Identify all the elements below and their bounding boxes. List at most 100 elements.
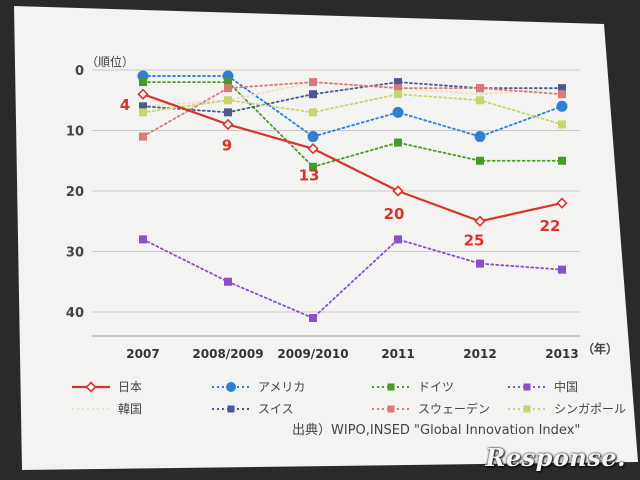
x-tick-label: 2007	[126, 347, 159, 361]
data-label: 25	[464, 231, 485, 249]
data-point	[387, 405, 395, 413]
data-point	[558, 156, 566, 165]
data-point	[394, 78, 402, 87]
series-line	[142, 81, 563, 114]
data-point	[307, 143, 319, 155]
data-point	[226, 382, 236, 392]
source-note: 出典）WIPO,INSED "Global Innovation Index"	[292, 423, 580, 438]
data-point	[394, 90, 402, 99]
data-point	[139, 108, 147, 117]
data-point	[85, 381, 97, 393]
legend-label: スイス	[258, 402, 294, 416]
data-point	[558, 90, 566, 99]
data-point	[392, 185, 404, 197]
y-tick-label: 40	[66, 306, 84, 321]
data-point	[556, 100, 568, 112]
legend-item: シンガポール	[508, 402, 626, 416]
data-point	[309, 78, 317, 87]
series-3	[139, 235, 566, 323]
legend-item: 日本	[72, 380, 142, 394]
legend-label: ドイツ	[418, 380, 454, 394]
data-point	[476, 259, 484, 268]
legend-label: 中国	[554, 379, 578, 394]
data-point	[224, 84, 232, 93]
legend-label: スウェーデン	[418, 401, 490, 416]
data-point	[224, 96, 232, 105]
legend-item: 中国	[508, 379, 578, 394]
data-point	[394, 138, 402, 147]
data-point	[309, 314, 317, 323]
data-label: 4	[120, 96, 130, 114]
data-point	[139, 132, 147, 141]
data-point	[556, 197, 568, 209]
data-point	[309, 162, 317, 171]
data-point	[394, 235, 402, 244]
data-point	[523, 383, 531, 391]
legend-item: アメリカ	[212, 380, 305, 394]
data-label: 13	[299, 167, 320, 185]
x-axis-unit: （年）	[582, 341, 618, 356]
data-point	[558, 84, 566, 93]
data-point	[139, 102, 147, 111]
series-line	[142, 81, 563, 138]
x-tick-label: 2009/2010	[277, 347, 348, 361]
legend-item: スイス	[212, 402, 294, 416]
data-point	[474, 131, 486, 143]
data-labels: 4 9 13 20 25 22	[120, 96, 561, 249]
legend-item: スウェーデン	[372, 401, 490, 416]
data-point	[227, 405, 235, 413]
data-point	[558, 120, 566, 129]
series-line	[142, 75, 563, 138]
series-line	[142, 93, 563, 126]
y-tick-label: 0	[75, 64, 84, 79]
data-point	[224, 78, 232, 87]
data-label: 22	[540, 217, 561, 235]
legend-label: アメリカ	[258, 380, 305, 394]
data-label: 9	[222, 136, 232, 154]
data-point	[523, 405, 531, 413]
data-point	[309, 108, 317, 117]
data-point	[222, 118, 234, 131]
data-point	[307, 131, 319, 143]
series-1	[137, 70, 568, 143]
x-tick-label: 2012	[463, 347, 496, 361]
data-point	[387, 383, 395, 391]
y-tick-label: 20	[66, 185, 84, 200]
x-tick-label: 2011	[381, 347, 414, 361]
y-tick-label: 10	[66, 125, 84, 140]
series-7	[139, 90, 566, 129]
x-tick-label: 2013	[545, 347, 578, 361]
series-0	[137, 88, 568, 227]
y-axis-label: （順位）	[86, 54, 134, 69]
data-point	[476, 96, 484, 105]
series-line	[141, 93, 564, 223]
y-tick-label: 30	[66, 246, 84, 261]
gridlines	[92, 69, 580, 337]
data-point	[392, 106, 404, 118]
legend-item: ドイツ	[372, 380, 454, 394]
x-tick-label: 2008/2009	[192, 347, 263, 361]
data-point	[139, 235, 147, 244]
response-logo: Response.	[485, 443, 626, 472]
legend-label: シンガポール	[554, 402, 626, 416]
data-point	[558, 265, 566, 274]
data-point	[309, 90, 317, 99]
data-point	[476, 84, 484, 93]
legend-item: 韓国	[72, 402, 142, 416]
data-point	[474, 215, 486, 227]
data-point	[224, 277, 232, 286]
y-ticks: 0 10 20 30 40	[66, 64, 84, 321]
series-6	[139, 78, 566, 141]
data-point	[139, 78, 147, 87]
series-line	[142, 81, 563, 168]
series-lines	[137, 70, 568, 323]
data-point	[224, 108, 232, 117]
series-line	[142, 238, 563, 320]
data-point	[137, 88, 149, 100]
data-point	[394, 84, 402, 93]
data-label: 20	[384, 205, 405, 223]
data-point	[476, 156, 484, 165]
